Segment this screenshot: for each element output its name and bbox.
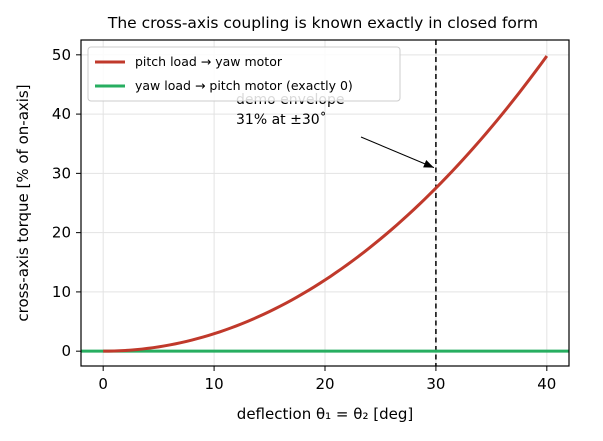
- x-tick-label-20: 20: [315, 375, 334, 393]
- y-tick-label-10: 10: [52, 283, 71, 301]
- y-tick-label-20: 20: [52, 224, 71, 242]
- y-tick-label-30: 30: [52, 164, 71, 182]
- ticks: 0 10 20 30 40 0 10 20 30 40 50: [52, 46, 556, 393]
- x-tick-label-40: 40: [537, 375, 556, 393]
- legend-label-pitch: pitch load → yaw motor: [135, 54, 283, 69]
- x-axis-label: deflection θ₁ = θ₂ [deg]: [237, 405, 413, 423]
- y-tick-label-0: 0: [61, 342, 71, 360]
- y-axis-label: cross-axis torque [% of on-axis]: [14, 84, 32, 321]
- legend: pitch load → yaw motor yaw load → pitch …: [87, 46, 401, 102]
- legend-box: [87, 46, 401, 102]
- annotation-arrowhead: [423, 160, 434, 168]
- x-tick-label-0: 0: [98, 375, 108, 393]
- series-group: [81, 55, 569, 353]
- x-tick-label-30: 30: [426, 375, 445, 393]
- legend-label-yaw: yaw load → pitch motor (exactly 0): [135, 78, 353, 93]
- series-line-0: [103, 55, 549, 353]
- y-tick-label-40: 40: [52, 105, 71, 123]
- chart-title: The cross-axis coupling is known exactly…: [107, 14, 538, 32]
- y-tick-label-50: 50: [52, 46, 71, 64]
- annotation-arrow: [360, 136, 435, 169]
- annotation-line2: 31% at ±30˚: [236, 111, 327, 128]
- x-tick-label-10: 10: [205, 375, 224, 393]
- annotation: demo envelope 31% at ±30˚: [236, 92, 435, 169]
